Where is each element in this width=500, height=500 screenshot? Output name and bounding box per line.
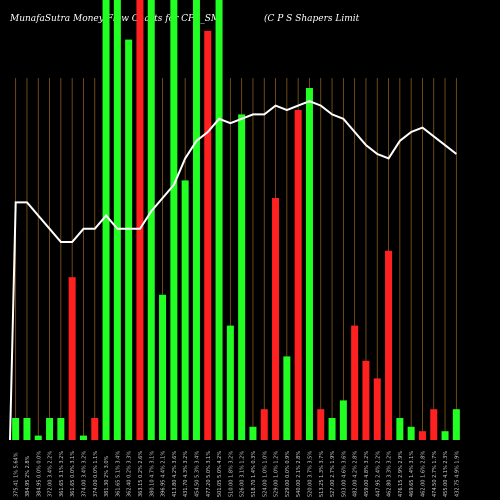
x-tick-label: 518.70 1.4% 0.3% bbox=[251, 451, 257, 497]
x-tick-label: 482.00 4.2% 2.8% bbox=[353, 451, 359, 497]
x-tick-label: 510.00 1.8% 3.2% bbox=[228, 451, 234, 497]
x-tick-label: 431.70 4.3% 3.2% bbox=[183, 451, 189, 497]
x-tick-label: 524.00 1.0% 1.0% bbox=[262, 451, 268, 497]
x-tick-label: 513.25 1.3% 3.7% bbox=[319, 451, 325, 497]
company-name: (C P S Shapers Limit bbox=[264, 14, 360, 24]
x-tick-label: 372.00 3.4% 2.2% bbox=[48, 451, 54, 497]
x-tick-label: 459.00 4.8% 3.2% bbox=[364, 451, 370, 497]
volume-bars bbox=[12, 0, 460, 441]
volume-bar bbox=[170, 0, 178, 440]
x-tick-label: 527.00 2.7% 1.9% bbox=[330, 451, 336, 497]
volume-bar bbox=[34, 435, 42, 440]
x-tick-label: 529.00 1.0% 1.2% bbox=[274, 451, 280, 497]
volume-bar bbox=[113, 0, 121, 440]
volume-bar bbox=[294, 110, 302, 440]
volume-bar bbox=[136, 0, 144, 440]
x-tick-label: 396.95 4.4% 2.1% bbox=[161, 451, 167, 497]
x-tick-label: 384.95 0.0% 0.0% bbox=[36, 451, 42, 497]
volume-bar bbox=[68, 277, 76, 440]
volume-bar bbox=[317, 409, 325, 440]
volume-bar bbox=[373, 378, 381, 440]
volume-bar bbox=[91, 418, 99, 440]
volume-bar bbox=[452, 409, 460, 440]
volume-bar bbox=[102, 0, 110, 440]
x-tick-label: 447.95 2.4% 2.2% bbox=[375, 451, 381, 497]
volume-bar bbox=[260, 409, 268, 440]
x-tick-label: 374.00 0.0% 1.1% bbox=[93, 451, 99, 497]
volume-bar bbox=[159, 294, 167, 440]
x-tick-label: 503.00 4.6% 3.6% bbox=[341, 451, 347, 497]
x-tick-label: 363.15 0.2% 2.6% bbox=[138, 451, 144, 497]
volume-bar bbox=[441, 431, 449, 440]
volume-bar bbox=[147, 0, 155, 440]
volume-bar bbox=[339, 400, 347, 440]
volume-bar bbox=[385, 250, 393, 440]
volume-bar bbox=[362, 360, 370, 440]
x-tick-label: 362.40 0.2% 3.3% bbox=[127, 451, 133, 497]
x-tick-label: 462.80 3.3% 3.2% bbox=[387, 451, 393, 497]
volume-bar bbox=[46, 418, 54, 440]
x-tick-label: 375.41 1% 5.64% bbox=[14, 452, 20, 497]
volume-bar bbox=[181, 180, 189, 440]
volume-bar bbox=[238, 114, 246, 441]
x-tick-label: 462.00 1.6% 2.8% bbox=[420, 451, 426, 497]
volume-bar bbox=[396, 418, 404, 440]
x-tick-label: 520.00 3.7% 3.5% bbox=[307, 451, 313, 497]
volume-bar bbox=[12, 418, 20, 440]
x-tick-label: 413.80 4.2% 3.6% bbox=[172, 451, 178, 497]
volume-bar bbox=[328, 418, 336, 440]
x-tick-label: 529.00 0.0% 0.9% bbox=[285, 451, 291, 497]
volume-bar bbox=[283, 356, 291, 440]
x-tick-label: 540.00 2.1% 2.8% bbox=[296, 451, 302, 497]
x-tick-label: 454.50 5.3% 3.4% bbox=[194, 451, 200, 497]
x-tick-label: 469.65 1.4% 3.1% bbox=[409, 451, 415, 497]
x-tick-label: 361.65 0.0% 3.1% bbox=[70, 451, 76, 497]
volume-bar bbox=[226, 325, 234, 440]
x-tick-label: 384.95 2% 2.8% bbox=[25, 455, 31, 497]
x-tick-label: 474.50 2.7% 1.7% bbox=[432, 451, 438, 497]
volume-bar bbox=[192, 0, 200, 440]
x-tick-label: 374.00 3.4% 3.2% bbox=[81, 451, 87, 497]
x-tick-label: 361.65 5.1% 3.4% bbox=[115, 451, 121, 497]
volume-bar bbox=[351, 325, 359, 440]
x-tick-label: 501.05 5.0% 4.2% bbox=[217, 451, 223, 497]
volume-bar bbox=[57, 418, 65, 440]
x-axis-labels: 375.41 1% 5.64% 384.95 2% 2.8% 384.95 0.0%… bbox=[14, 451, 461, 497]
volume-bar bbox=[23, 418, 31, 440]
volume-bar bbox=[215, 0, 223, 440]
x-tick-label: 476.15 2.9% 2.9% bbox=[398, 451, 404, 497]
x-tick-label: 477.20 5.0% 3.1% bbox=[206, 451, 212, 497]
volume-bar bbox=[249, 426, 257, 440]
x-tick-label: 526.00 3.1% 1.2% bbox=[240, 451, 246, 497]
volume-bar bbox=[418, 431, 426, 440]
volume-bar bbox=[272, 198, 280, 440]
price-line bbox=[9, 100, 458, 441]
volume-bar bbox=[79, 435, 87, 440]
volume-bar bbox=[407, 426, 415, 440]
volume-bar bbox=[305, 88, 313, 440]
volume-bar bbox=[204, 30, 212, 441]
x-tick-label: 380.10 4.7% 3.1% bbox=[149, 451, 155, 497]
x-tick-label: 455.00 4.1% 2.3% bbox=[443, 451, 449, 497]
volume-bar bbox=[430, 409, 438, 440]
x-tick-label: 432.75 4.9% 1.9% bbox=[454, 451, 460, 497]
x-tick-label: 381.30 2% 3.0% bbox=[104, 455, 110, 497]
x-tick-label: 361.65 3.1% 3.2% bbox=[59, 451, 65, 497]
volume-bar bbox=[125, 39, 133, 440]
